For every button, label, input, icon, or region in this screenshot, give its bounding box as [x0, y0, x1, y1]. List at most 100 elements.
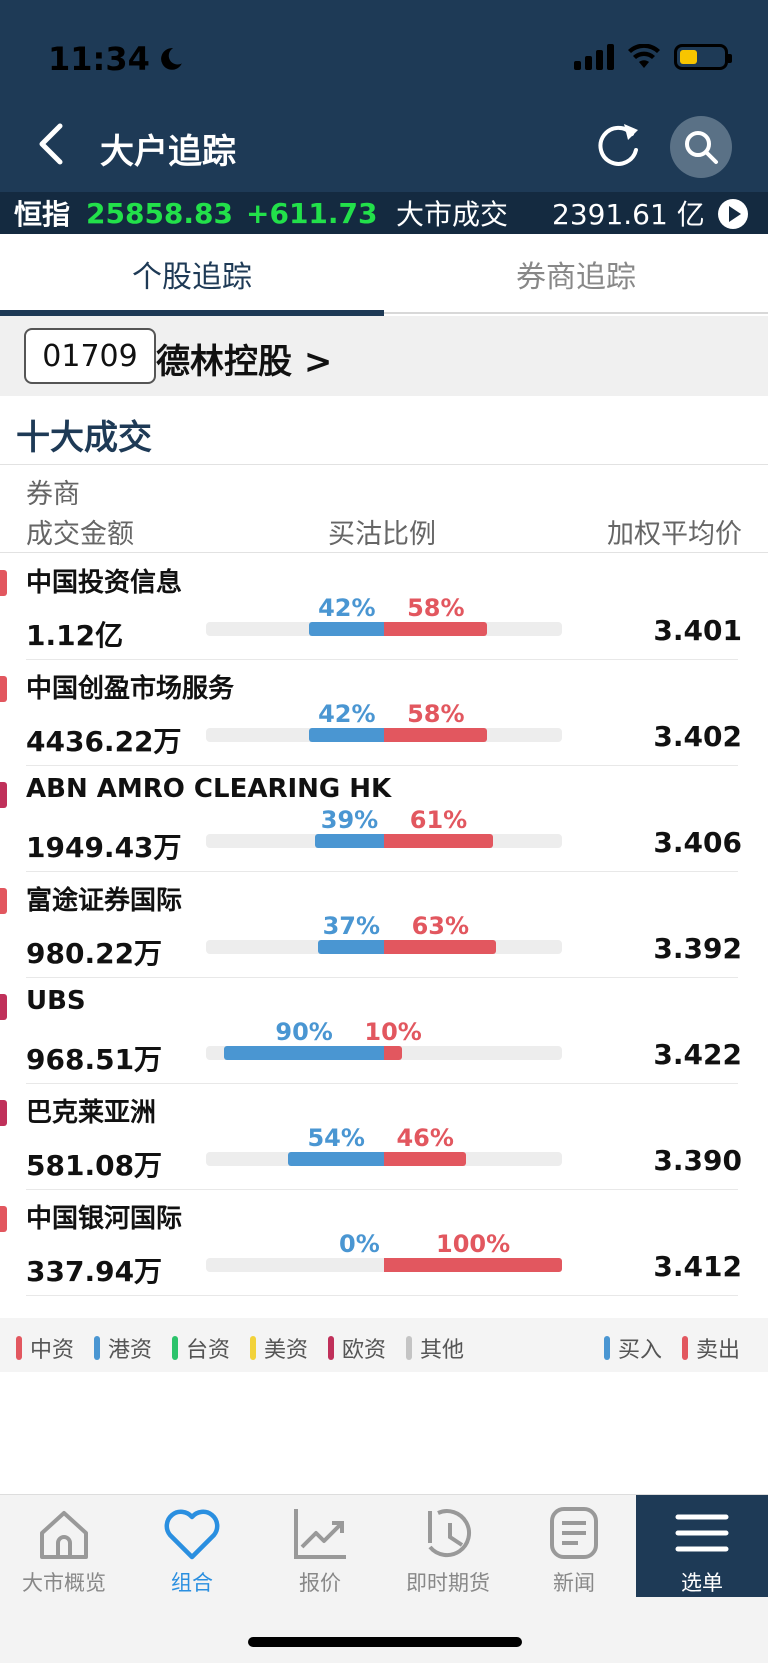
refresh-icon[interactable]: [592, 120, 644, 172]
legend-item: 欧资: [328, 1332, 386, 1364]
broker-name: 富途证券国际: [26, 886, 183, 916]
ticker-change: +611.73: [246, 196, 378, 230]
ratio-bar: [206, 1152, 562, 1166]
legend-swatch: [94, 1336, 100, 1360]
sell-percent: 10%: [364, 1018, 422, 1046]
sell-percent: 63%: [411, 912, 470, 940]
legend-swatch: [406, 1336, 412, 1360]
legend-item: 其他: [406, 1332, 464, 1364]
broker-name: 中国创盈市场服务: [26, 674, 235, 704]
ratio-bar: [206, 1258, 562, 1272]
section-title: 十大成交: [16, 418, 152, 458]
table-row[interactable]: 中国投资信息 1.12亿 42% 58% 3.401: [0, 554, 768, 660]
ticker-volume: 2391.61 亿: [552, 198, 705, 231]
legend-swatch: [328, 1336, 334, 1360]
nav-portfolio[interactable]: 组合: [128, 1495, 256, 1597]
nav-quotes[interactable]: 报价: [256, 1495, 384, 1597]
legend-label: 中资: [30, 1338, 75, 1363]
avg-price: 3.412: [653, 1250, 742, 1283]
section-divider: [0, 464, 768, 465]
moon-icon: [160, 48, 182, 70]
page-title: 大户追踪: [100, 132, 236, 172]
legend-label: 台资: [186, 1338, 231, 1363]
column-header-avg-price: 加权平均价: [607, 519, 742, 550]
nav-market-overview[interactable]: 大市概览: [0, 1495, 128, 1597]
ratio-bar: [206, 834, 562, 848]
tab-stock-tracking-label: 个股追踪: [132, 260, 252, 295]
heart-icon: [164, 1509, 220, 1560]
legend-swatch: [682, 1336, 688, 1360]
avg-price: 3.401: [653, 614, 742, 647]
header-divider: [0, 552, 768, 553]
buy-percent: 0%: [339, 1230, 380, 1258]
table-row[interactable]: 中国创盈市场服务 4436.22万 42% 58% 3.402: [0, 660, 768, 766]
sell-percent: 46%: [396, 1124, 454, 1152]
status-time-text: 11:34: [48, 40, 150, 78]
sell-percent: 61%: [409, 806, 468, 834]
house-icon: [40, 1511, 88, 1559]
buy-percent: 42%: [318, 700, 376, 728]
ratio-bar: [206, 622, 562, 636]
stock-name-link[interactable]: 德林控股 >: [156, 342, 333, 382]
bottom-nav: 大市概览 组合 报价 即时期货 新闻: [0, 1494, 768, 1663]
nav-menu[interactable]: 选单: [636, 1495, 768, 1597]
broker-name: UBS: [26, 986, 86, 1016]
column-header-amount: 成交金额: [26, 519, 134, 550]
broker-name: 巴克莱亚洲: [26, 1098, 157, 1128]
play-icon[interactable]: [718, 199, 748, 229]
stock-code-input[interactable]: 01709: [24, 328, 156, 384]
avg-price: 3.406: [653, 826, 742, 859]
sell-bar: [384, 1152, 466, 1166]
ticker-label: 恒指: [14, 198, 71, 231]
table-row[interactable]: 巴克莱亚洲 581.08万 54% 46% 3.390: [0, 1084, 768, 1190]
broker-name: 中国银河国际: [26, 1204, 183, 1234]
ratio-bar: [206, 940, 562, 954]
market-ticker[interactable]: 恒指 25858.83 +611.73 大市成交 2391.61 亿: [0, 192, 768, 234]
legend-buy: 买入: [604, 1332, 662, 1364]
nav-label: 新闻: [553, 1571, 595, 1595]
stock-selector: 01709 德林控股 >: [0, 316, 768, 396]
clock-icon: [428, 1509, 471, 1558]
table-row[interactable]: UBS 968.51万 90% 10% 3.422: [0, 978, 768, 1084]
home-indicator[interactable]: [248, 1637, 522, 1647]
back-arrow-icon[interactable]: [34, 122, 68, 166]
trade-amount: 968.51万: [26, 1043, 163, 1076]
wifi-icon: [628, 44, 660, 68]
broker-name: 中国投资信息: [26, 568, 183, 598]
legend: 中资 港资 台资 美资 欧资 其他 买入 卖出: [0, 1318, 768, 1372]
table-row[interactable]: 中国银河国际 337.94万 0% 100% 3.412: [0, 1190, 768, 1296]
legend-label: 美资: [264, 1338, 309, 1363]
news-icon: [550, 1507, 598, 1559]
trade-amount: 1.12亿: [26, 619, 124, 652]
row-divider: [26, 1295, 738, 1296]
tab-stock-tracking[interactable]: 个股追踪: [0, 234, 384, 316]
cellular-signal-icon: [574, 44, 614, 70]
column-header-ratio: 买沽比例: [328, 519, 436, 550]
buy-bar: [287, 1152, 384, 1166]
sell-bar: [384, 728, 488, 742]
buy-percent: 90%: [275, 1018, 333, 1046]
table-row[interactable]: ABN AMRO CLEARING HK 1949.43万 39% 61% 3.…: [0, 766, 768, 872]
nav-news[interactable]: 新闻: [510, 1495, 638, 1597]
status-indicators: [574, 44, 732, 70]
nav-futures[interactable]: 即时期货: [384, 1495, 512, 1597]
trade-amount: 1949.43万: [26, 831, 182, 864]
search-button[interactable]: [670, 116, 732, 178]
column-header-broker: 券商: [26, 479, 80, 510]
buy-bar: [309, 728, 384, 742]
avg-price: 3.390: [653, 1144, 742, 1177]
nav-label: 即时期货: [406, 1571, 490, 1595]
table-row[interactable]: 富途证券国际 980.22万 37% 63% 3.392: [0, 872, 768, 978]
ticker-volume-label: 大市成交: [396, 198, 509, 231]
origin-tag: [0, 1100, 7, 1126]
tab-broker-tracking-label: 券商追踪: [516, 260, 636, 295]
origin-tag: [0, 570, 7, 596]
row-divider: [26, 871, 738, 872]
legend-label: 港资: [108, 1338, 153, 1363]
origin-tag: [0, 782, 7, 808]
tab-broker-tracking[interactable]: 券商追踪: [384, 234, 768, 314]
sell-bar: [384, 622, 488, 636]
buy-bar: [309, 622, 384, 636]
status-time: 11:34: [48, 40, 184, 78]
legend-sell: 卖出: [682, 1332, 740, 1364]
